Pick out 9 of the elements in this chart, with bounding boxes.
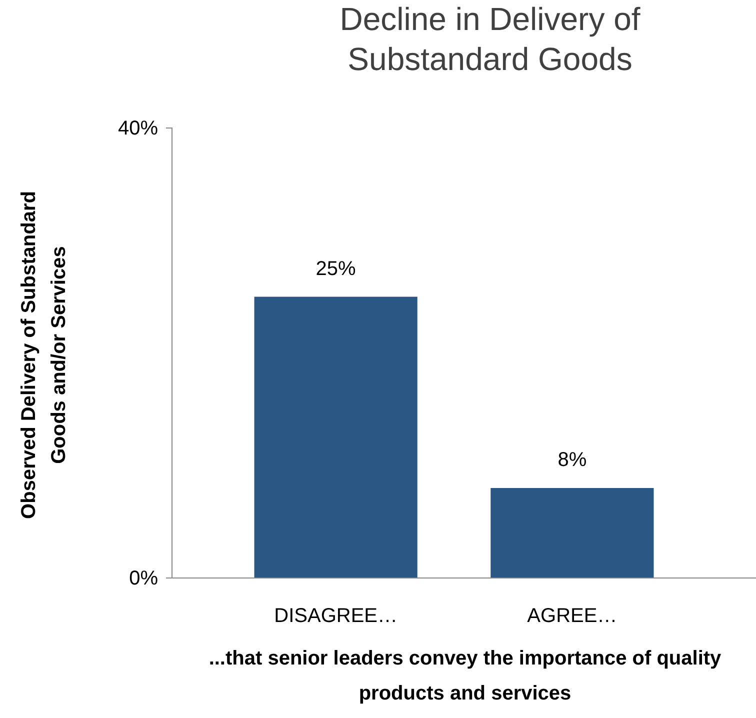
x-tick-label: DISAGREE… [274,605,398,628]
y-tick-label: 40% [118,117,158,140]
y-tick-label: 0% [129,567,158,590]
x-tick-label: AGREE… [527,605,618,628]
y-axis-title: Observed Delivery of Substandard Goods and/or Services [18,191,70,519]
data-label: 8% [558,449,587,471]
x-axis-title: ...that senior leaders convey the importance of quality products and services [208,648,722,704]
chart-title: Decline in Delivery of Substandard Goods [340,1,640,77]
data-label: 25% [316,258,356,280]
